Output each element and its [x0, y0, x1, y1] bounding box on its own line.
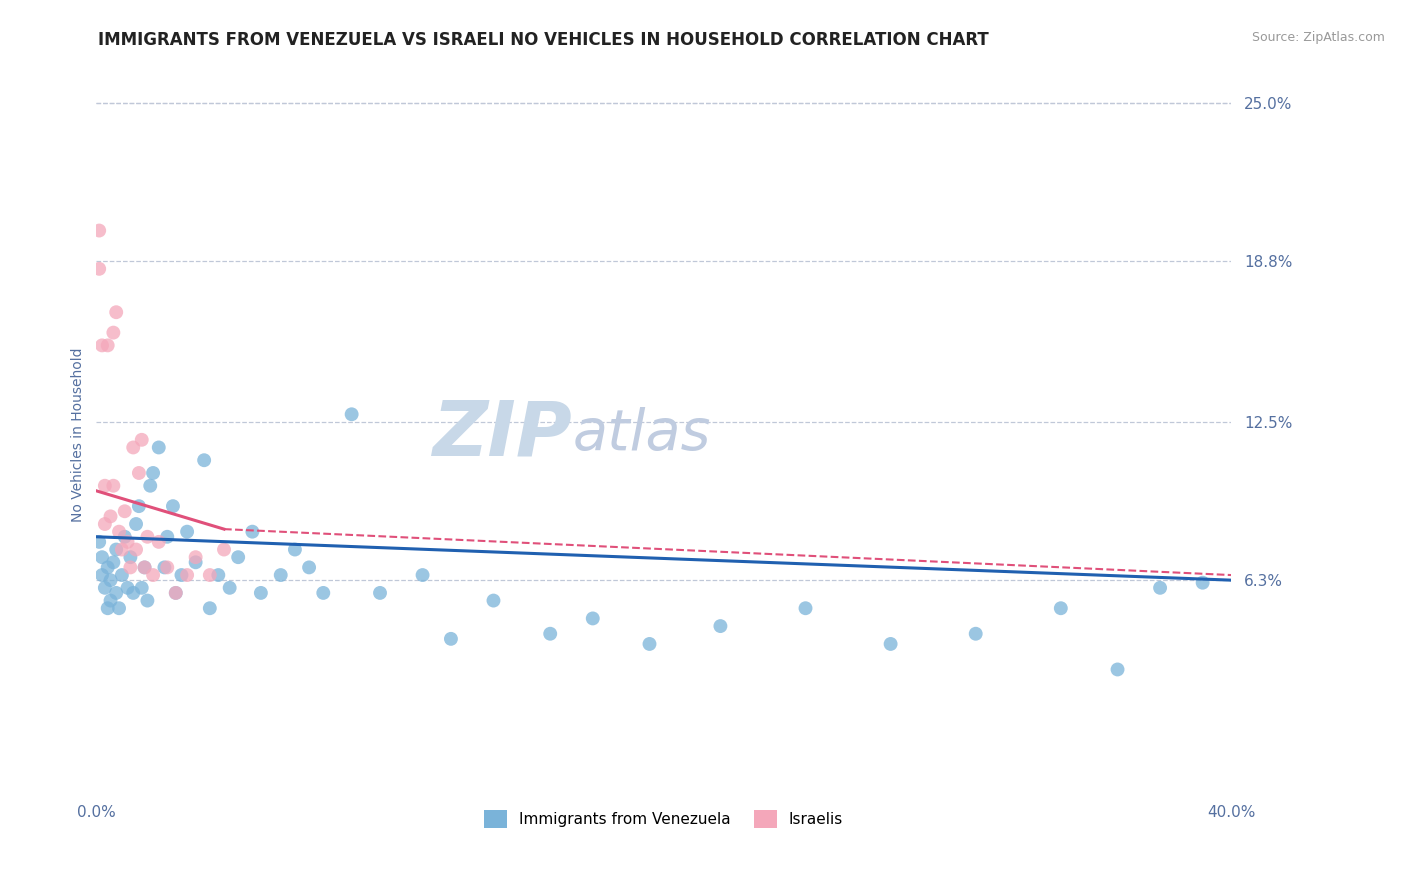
Point — [176, 568, 198, 582]
Point — [207, 568, 229, 582]
Point — [368, 586, 391, 600]
Point — [97, 601, 120, 615]
Point — [165, 586, 187, 600]
Point — [142, 466, 165, 480]
Point — [270, 568, 292, 582]
Point — [136, 530, 159, 544]
Point — [103, 479, 125, 493]
Point — [153, 560, 176, 574]
Text: Source: ZipAtlas.com: Source: ZipAtlas.com — [1251, 31, 1385, 45]
Point — [120, 550, 142, 565]
Point — [117, 534, 139, 549]
Point — [165, 586, 187, 600]
Point — [142, 568, 165, 582]
Point — [1191, 575, 1213, 590]
Point — [156, 560, 179, 574]
Point — [111, 568, 134, 582]
Point — [582, 611, 605, 625]
Y-axis label: No Vehicles in Household: No Vehicles in Household — [72, 348, 86, 522]
Point — [298, 560, 321, 574]
Point — [128, 499, 150, 513]
Point — [114, 530, 136, 544]
Point — [94, 516, 117, 531]
Point — [100, 593, 122, 607]
Point — [312, 586, 335, 600]
Point — [117, 581, 139, 595]
Point — [139, 479, 162, 493]
Point — [134, 560, 156, 574]
Point — [136, 593, 159, 607]
Text: atlas: atlas — [572, 408, 711, 462]
Point — [1107, 663, 1129, 677]
Point — [184, 555, 207, 569]
Point — [879, 637, 901, 651]
Point — [120, 560, 142, 574]
Point — [94, 479, 117, 493]
Point — [105, 542, 128, 557]
Point — [89, 534, 111, 549]
Point — [638, 637, 661, 651]
Point — [218, 581, 240, 595]
Point — [128, 466, 150, 480]
Point — [538, 626, 561, 640]
Point — [794, 601, 817, 615]
Point — [162, 499, 184, 513]
Point — [94, 581, 117, 595]
Point — [89, 261, 111, 276]
Point — [131, 581, 153, 595]
Point — [1049, 601, 1071, 615]
Point — [193, 453, 215, 467]
Point — [131, 433, 153, 447]
Point — [482, 593, 505, 607]
Point — [340, 407, 363, 421]
Point — [122, 586, 145, 600]
Point — [156, 530, 179, 544]
Point — [250, 586, 273, 600]
Point — [134, 560, 156, 574]
Point — [105, 586, 128, 600]
Point — [125, 516, 148, 531]
Point — [97, 560, 120, 574]
Point — [108, 601, 131, 615]
Point — [91, 550, 114, 565]
Text: ZIP: ZIP — [433, 398, 572, 472]
Point — [284, 542, 307, 557]
Point — [198, 601, 221, 615]
Legend: Immigrants from Venezuela, Israelis: Immigrants from Venezuela, Israelis — [478, 804, 849, 834]
Point — [91, 338, 114, 352]
Point — [89, 223, 111, 237]
Point — [412, 568, 434, 582]
Point — [965, 626, 987, 640]
Point — [170, 568, 193, 582]
Point — [91, 568, 114, 582]
Point — [100, 573, 122, 587]
Point — [176, 524, 198, 539]
Point — [1149, 581, 1171, 595]
Point — [440, 632, 463, 646]
Point — [148, 441, 170, 455]
Point — [111, 542, 134, 557]
Point — [148, 534, 170, 549]
Point — [709, 619, 731, 633]
Point — [125, 542, 148, 557]
Point — [103, 555, 125, 569]
Point — [198, 568, 221, 582]
Point — [100, 509, 122, 524]
Point — [122, 441, 145, 455]
Point — [240, 524, 263, 539]
Point — [105, 305, 128, 319]
Point — [226, 550, 249, 565]
Point — [212, 542, 235, 557]
Point — [103, 326, 125, 340]
Text: IMMIGRANTS FROM VENEZUELA VS ISRAELI NO VEHICLES IN HOUSEHOLD CORRELATION CHART: IMMIGRANTS FROM VENEZUELA VS ISRAELI NO … — [98, 31, 990, 49]
Point — [114, 504, 136, 518]
Point — [184, 550, 207, 565]
Point — [108, 524, 131, 539]
Point — [97, 338, 120, 352]
